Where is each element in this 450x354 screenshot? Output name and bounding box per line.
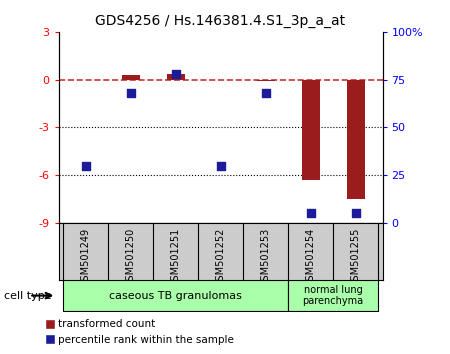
Text: GSM501249: GSM501249 — [81, 228, 90, 287]
Point — [217, 163, 224, 169]
Text: caseous TB granulomas: caseous TB granulomas — [109, 291, 242, 301]
Point — [82, 163, 89, 169]
Text: GSM501255: GSM501255 — [351, 228, 360, 287]
Bar — [302, 80, 319, 180]
Text: GSM501254: GSM501254 — [306, 228, 315, 287]
Bar — [346, 80, 364, 199]
Text: GSM501251: GSM501251 — [171, 228, 180, 287]
Bar — [256, 80, 274, 81]
FancyBboxPatch shape — [63, 280, 288, 311]
Point — [172, 71, 179, 77]
Title: GDS4256 / Hs.146381.4.S1_3p_a_at: GDS4256 / Hs.146381.4.S1_3p_a_at — [95, 14, 346, 28]
Point — [352, 211, 359, 216]
Text: GSM501252: GSM501252 — [216, 228, 225, 287]
Point — [307, 211, 314, 216]
Bar — [166, 74, 184, 80]
Text: GSM501250: GSM501250 — [126, 228, 135, 287]
Point — [262, 90, 269, 96]
FancyBboxPatch shape — [288, 280, 378, 311]
Text: normal lung
parenchyma: normal lung parenchyma — [302, 285, 364, 307]
Text: cell type: cell type — [4, 291, 52, 301]
Text: GSM501253: GSM501253 — [261, 228, 270, 287]
Point — [127, 90, 134, 96]
Bar — [122, 75, 140, 80]
Legend: transformed count, percentile rank within the sample: transformed count, percentile rank withi… — [41, 315, 238, 349]
